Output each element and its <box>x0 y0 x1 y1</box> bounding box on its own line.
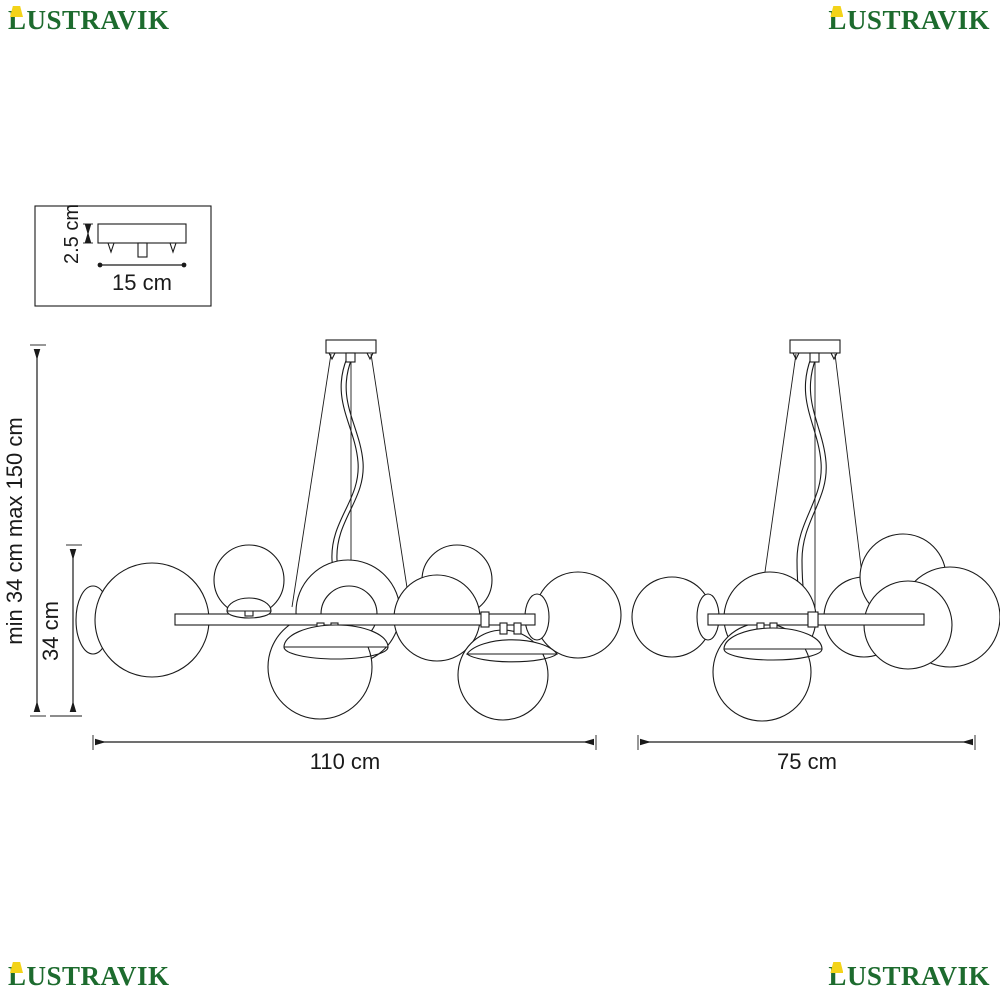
watermark-text: USTRAVIK <box>846 5 990 35</box>
watermark-top-right: LUSTRAVIK <box>828 5 990 36</box>
drop-dimension-label: min 34 cm max 150 cm <box>2 417 27 644</box>
watermark-text: USTRAVIK <box>26 961 170 991</box>
canopy-detail-inset: 2.5 cm 15 cm <box>34 204 212 307</box>
horizontal-bar-side-2 <box>817 613 925 626</box>
inset-height-label: 2.5 cm <box>61 204 83 264</box>
inset-width-label: 15 cm <box>112 270 172 295</box>
side-width-label: 75 cm <box>777 749 837 774</box>
watermark-text: USTRAVIK <box>26 5 170 35</box>
bar-joint-front <box>480 611 490 628</box>
lamp-shade-icon: L <box>828 5 847 35</box>
watermark-bottom-right: LUSTRAVIK <box>828 961 990 992</box>
bar-joint-side <box>807 611 819 628</box>
watermark-top-left: LUSTRAVIK <box>8 5 170 36</box>
lamp-shade-icon: L <box>8 961 27 991</box>
fixture-height-label: 34 cm <box>38 601 63 661</box>
lamp-shade-icon: L <box>828 961 847 991</box>
side-view: 75 cm <box>631 339 1000 774</box>
watermark-bottom-left: LUSTRAVIK <box>8 961 170 992</box>
horizontal-bar-front-2 <box>486 613 536 626</box>
vertical-dimension-drop: min 34 cm max 150 cm <box>2 344 46 717</box>
vertical-dimension-fixture: 34 cm <box>38 544 82 717</box>
front-width-label: 110 cm <box>310 749 381 774</box>
front-view: 110 cm <box>75 339 622 774</box>
lamp-shade-icon: L <box>8 5 27 35</box>
watermark-text: USTRAVIK <box>846 961 990 991</box>
horizontal-bar-front <box>174 613 484 626</box>
